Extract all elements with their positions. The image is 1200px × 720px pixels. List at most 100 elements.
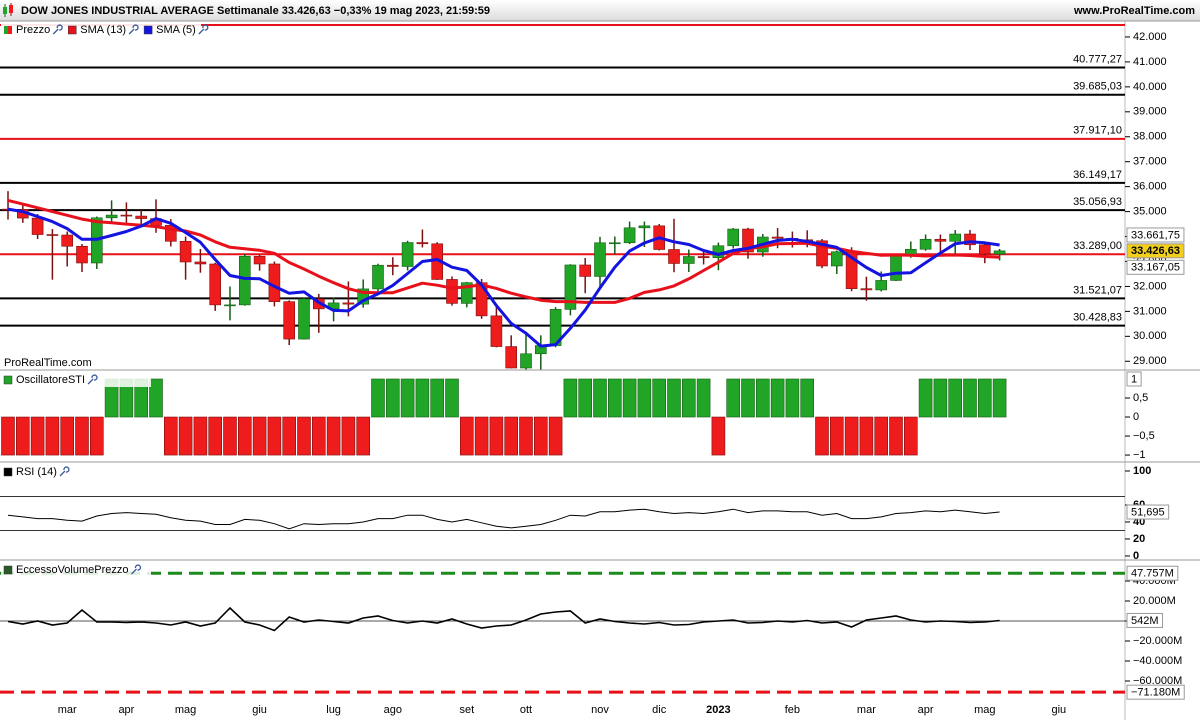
settings-icon [198,24,209,35]
x-tick-label: 2023 [706,704,730,716]
bar [60,416,75,456]
candle-body [816,240,828,267]
value-box: 33.661,75 [1126,227,1185,243]
bar [593,378,607,418]
value-box-bg [1126,612,1164,628]
candle-body [520,353,532,369]
candle-body [239,255,251,306]
bar [741,378,755,418]
candle-body [742,228,754,253]
bar [474,416,489,456]
bar [607,378,622,418]
x-tick-label: mar [58,704,77,716]
legend-label: EccessoVolumePrezzo [16,564,129,576]
level-label: 35.056,93 [1073,196,1122,208]
bar [563,378,578,418]
y-tick-label: 37.000 [1133,156,1167,168]
bar [430,378,445,418]
legend-label: OscillatoreSTI [16,374,85,386]
value-box-bg [1126,243,1185,259]
bar [874,416,889,456]
value-box: 33.426,63 [1126,243,1185,259]
candle-body [120,214,133,217]
value-box: 542M [1126,612,1164,628]
bar [193,416,208,456]
y-tick-label: −1 [1133,449,1146,461]
candle-body [934,238,947,242]
value-box-bg [1126,684,1185,700]
candle-body [978,244,991,255]
bar [371,378,385,418]
bar [889,416,903,456]
header-bar [0,0,1200,21]
candle-body [372,264,384,290]
x-tick-label: apr [118,704,134,716]
bar [696,378,711,418]
bar [297,416,311,456]
y-tick-label: −40.000M [1133,655,1182,667]
y-tick-label: 29.000 [1133,355,1167,367]
panel-title-bg [1,563,151,577]
candle-body [623,227,636,244]
candle-body [608,242,621,245]
value-box-label: 542M [1131,615,1159,627]
bar [726,378,741,418]
legend-swatch [143,25,153,35]
y-tick-label: −20.000M [1133,635,1182,647]
candle-body [105,214,118,219]
bar [385,378,400,418]
level-label: 33.289,00 [1073,240,1122,252]
bar [711,416,726,456]
value-box-label: 33.426,63 [1131,245,1180,257]
candle-body [209,263,221,306]
bar [238,416,252,456]
x-tick-label: apr [918,704,934,716]
legend-swatch [3,375,13,385]
y-tick-label: 32.000 [1133,280,1167,292]
x-tick-label: giu [252,704,267,716]
candle-body [830,251,843,267]
x-tick-label: giu [1051,704,1066,716]
candle-body [890,254,902,281]
settings-icon [87,374,98,385]
bar [829,416,844,456]
legend-swatch [68,25,77,35]
x-tick-label: mag [175,704,196,716]
candle-body [31,217,44,235]
bar [208,416,222,456]
candle-body [46,234,59,236]
candle-body [682,256,695,264]
value-box-label: 33.661,75 [1131,229,1180,241]
candle-body [179,240,192,263]
indicator-line [7,606,1000,632]
value-box-label: 33.167,05 [1131,262,1180,274]
candle-body [76,245,88,264]
legend-swatch [3,467,13,477]
legend-label: Prezzo [16,24,50,36]
legend-label: SMA (13) [80,24,126,36]
bar [178,416,193,456]
candle-body [224,304,236,307]
candle-body [771,236,784,239]
legend-label: SMA (5) [156,24,196,36]
bar [149,378,163,418]
value-box: −71.180M [1126,684,1185,700]
panel-title-bg [1,465,151,479]
bar [800,378,815,418]
candle-body [386,264,399,267]
x-tick-label: mar [857,704,876,716]
x-tick-label: dic [652,704,667,716]
candle-body [283,301,296,340]
bar [459,416,474,456]
bar [859,416,874,456]
bar [415,378,430,418]
x-tick-label: ago [384,704,402,716]
bar [223,416,237,456]
x-tick-label: ott [520,704,532,716]
legend-label: RSI (14) [16,466,57,478]
bar [356,416,371,456]
candle-body [135,215,147,219]
candle-body [875,280,888,291]
y-tick-label: 42.000 [1133,31,1167,43]
